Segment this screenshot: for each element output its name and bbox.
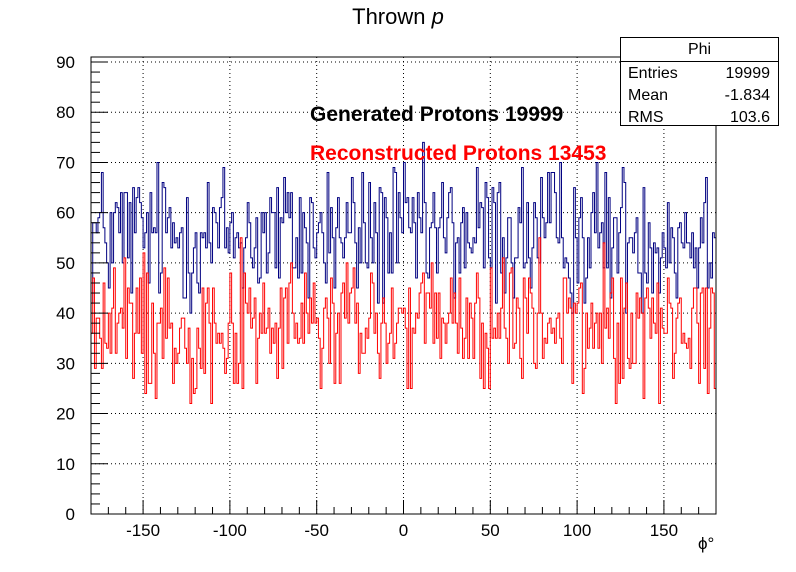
x-tick-label: 100 — [563, 521, 591, 540]
y-tick-label: 40 — [56, 304, 75, 323]
stats-value: -1.834 — [724, 87, 770, 104]
x-tick-label: 150 — [650, 521, 678, 540]
stats-row-rms: RMS 103.6 — [621, 106, 778, 128]
stats-row-mean: Mean -1.834 — [621, 84, 778, 106]
stats-value: 19999 — [725, 65, 771, 82]
generated-protons-histogram — [91, 141, 716, 314]
y-tick-label: 90 — [56, 53, 75, 72]
x-tick-label: 0 — [399, 521, 408, 540]
annotation-reconstructed: Reconstructed Protons 13453 — [310, 142, 607, 165]
y-tick-label: 60 — [56, 204, 75, 223]
stats-value: 103.6 — [729, 109, 770, 126]
y-tick-label: 30 — [56, 354, 75, 373]
y-tick-label: 70 — [56, 153, 75, 172]
x-tick-label: 50 — [481, 521, 500, 540]
y-tick-label: 80 — [56, 103, 75, 122]
reconstructed-protons-histogram — [91, 237, 716, 405]
stats-box: Phi Entries 19999 Mean -1.834 RMS 103.6 — [620, 37, 779, 126]
chart-title: Thrown p — [0, 4, 796, 30]
stats-row-entries: Entries 19999 — [621, 62, 778, 84]
x-axis-label: ϕ° — [698, 534, 715, 553]
stats-label: RMS — [628, 109, 664, 126]
chart-title-symbol: p — [431, 4, 444, 29]
y-tick-label: 50 — [56, 254, 75, 273]
x-tick-label: -150 — [126, 521, 160, 540]
stats-label: Mean — [628, 87, 669, 104]
axes-ticks: -150 -100 -50 0 50 100 150 0 10 20 30 40 50 60 70 80 90 — [56, 53, 717, 540]
annotation-generated: Generated Protons 19999 — [310, 103, 564, 126]
x-tick-label: -50 — [304, 521, 329, 540]
y-tick-label: 0 — [66, 505, 75, 524]
y-tick-label: 10 — [56, 455, 75, 474]
y-tick-label: 20 — [56, 405, 75, 424]
stats-label: Entries — [628, 65, 678, 82]
x-tick-label: -100 — [213, 521, 247, 540]
stats-box-name: Phi — [621, 38, 778, 62]
chart-title-main: Thrown — [352, 4, 426, 29]
